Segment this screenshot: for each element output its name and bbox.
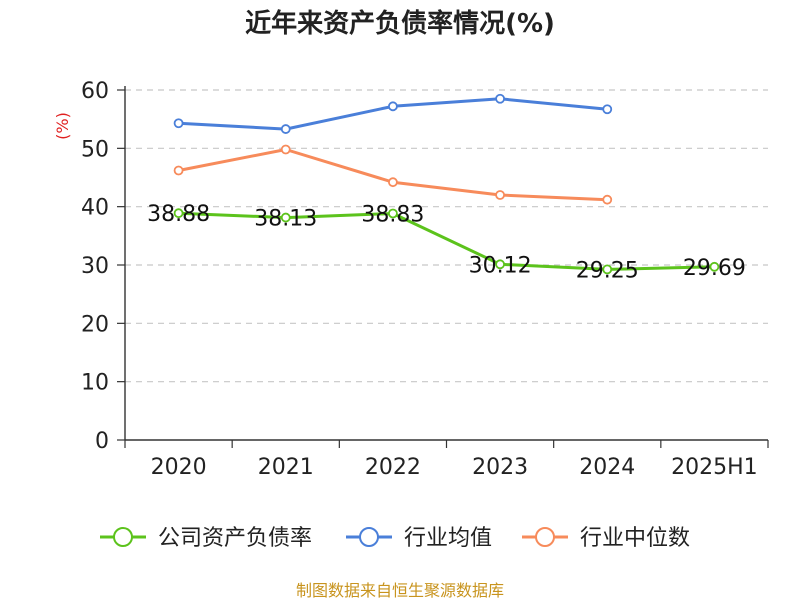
series-layer bbox=[173, 93, 720, 275]
y-tick-label: 20 bbox=[81, 312, 109, 337]
data-point bbox=[280, 144, 291, 155]
data-point bbox=[602, 264, 613, 275]
data-point bbox=[602, 194, 613, 205]
data-point bbox=[388, 101, 398, 112]
data-label: 38.88 bbox=[147, 202, 210, 227]
legend-marker bbox=[113, 527, 133, 547]
grid-lines bbox=[125, 89, 768, 383]
chart-title: 近年来资产负债率情况(%) bbox=[245, 8, 555, 39]
source-note: 制图数据来自恒生聚源数据库 bbox=[296, 581, 504, 600]
series-line bbox=[178, 211, 715, 271]
legend-label: 行业中位数 bbox=[580, 526, 690, 551]
y-axis-label: (%) bbox=[53, 112, 72, 140]
data-point bbox=[495, 190, 505, 200]
data-point bbox=[495, 93, 505, 104]
y-tick-label: 0 bbox=[95, 429, 109, 454]
data-label: 30.12 bbox=[469, 253, 532, 278]
data-point bbox=[280, 212, 291, 223]
data-point bbox=[280, 124, 291, 134]
data-point bbox=[388, 208, 398, 219]
data-point bbox=[388, 177, 398, 188]
data-label: 29.25 bbox=[576, 258, 639, 283]
legend-label: 公司资产负债率 bbox=[158, 526, 312, 551]
legend-marker bbox=[359, 527, 379, 547]
y-tick-label: 10 bbox=[81, 371, 109, 396]
x-tick-label: 2021 bbox=[258, 455, 314, 480]
x-tick-label: 2023 bbox=[472, 455, 528, 480]
legend-marker bbox=[535, 527, 555, 547]
data-point bbox=[173, 165, 184, 176]
data-label: 29.69 bbox=[683, 256, 746, 281]
x-tick-label: 2020 bbox=[151, 455, 207, 480]
data-label: 38.13 bbox=[254, 207, 317, 232]
axes: 0 10 20 30 40 50 60 2020 2021 2022 2023 2024 2025H1 bbox=[81, 79, 769, 480]
data-point bbox=[173, 208, 184, 219]
data-labels: 38.88 38.13 38.83 30.12 29.25 29.69 bbox=[147, 202, 746, 283]
legend-label: 行业均值 bbox=[404, 526, 492, 551]
series-line bbox=[178, 148, 608, 202]
legend: 公司资产负债率 行业均值 行业中位数 bbox=[100, 526, 690, 551]
data-point bbox=[495, 259, 505, 270]
x-tick-label: 2024 bbox=[579, 455, 635, 480]
data-point bbox=[173, 118, 184, 129]
x-tick-label: 2025H1 bbox=[671, 455, 758, 480]
data-point bbox=[602, 104, 613, 115]
y-tick-label: 50 bbox=[81, 137, 109, 162]
x-tick-label: 2022 bbox=[365, 455, 421, 480]
y-tick-label: 60 bbox=[81, 79, 109, 104]
data-label: 38.83 bbox=[361, 202, 424, 227]
y-tick-label: 30 bbox=[81, 254, 109, 279]
y-tick-label: 40 bbox=[81, 196, 109, 221]
data-point bbox=[709, 261, 720, 272]
